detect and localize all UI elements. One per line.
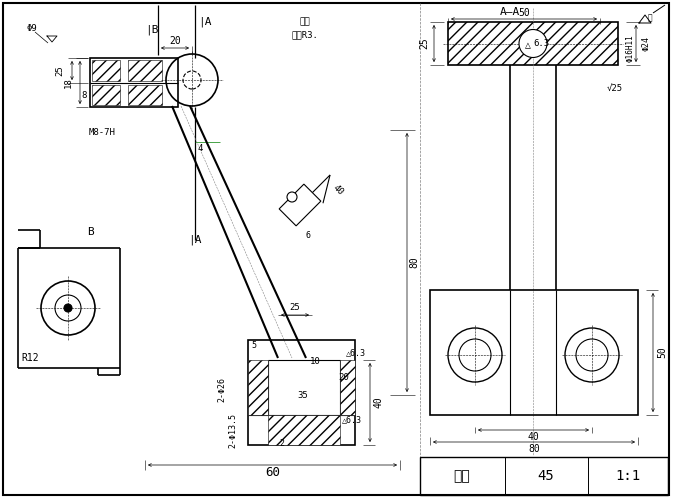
Text: 5: 5 xyxy=(252,340,256,349)
Bar xyxy=(92,85,120,105)
Bar xyxy=(448,22,618,65)
Text: △: △ xyxy=(525,40,531,50)
Circle shape xyxy=(64,304,72,312)
Text: 2-Φ26: 2-Φ26 xyxy=(217,378,227,403)
Text: R12: R12 xyxy=(21,353,39,363)
Text: M8-7H: M8-7H xyxy=(89,128,116,137)
Text: 80: 80 xyxy=(409,256,419,268)
Text: B: B xyxy=(87,227,94,237)
Text: 40: 40 xyxy=(374,397,384,408)
Bar xyxy=(248,360,268,415)
Text: 支架: 支架 xyxy=(454,469,470,483)
Text: |B: |B xyxy=(145,25,159,35)
Text: 50: 50 xyxy=(518,8,530,18)
Bar xyxy=(128,85,162,105)
Text: 45: 45 xyxy=(538,469,555,483)
Bar xyxy=(92,60,120,81)
Text: 材料: 材料 xyxy=(299,17,310,26)
Text: 25: 25 xyxy=(289,303,300,312)
Polygon shape xyxy=(279,184,321,226)
Text: 40: 40 xyxy=(331,183,345,197)
Bar xyxy=(430,290,638,415)
Text: 35: 35 xyxy=(297,391,308,400)
Text: Φ9: Φ9 xyxy=(27,23,38,32)
Bar xyxy=(248,340,355,445)
Text: △6.3: △6.3 xyxy=(346,348,366,357)
Text: 20: 20 xyxy=(339,373,349,383)
Text: |A: |A xyxy=(199,17,212,27)
Text: △6.3: △6.3 xyxy=(342,416,362,425)
Circle shape xyxy=(519,29,547,57)
Bar xyxy=(90,58,178,107)
Text: 80: 80 xyxy=(528,444,540,454)
Text: 4: 4 xyxy=(197,144,203,153)
Text: 25: 25 xyxy=(55,65,65,76)
Text: 2: 2 xyxy=(279,439,285,448)
Text: 10: 10 xyxy=(310,357,320,366)
Text: 6.3: 6.3 xyxy=(533,39,549,48)
Circle shape xyxy=(287,192,297,202)
Text: 40: 40 xyxy=(528,432,539,442)
Text: A—A: A—A xyxy=(500,7,520,17)
Text: 1:1: 1:1 xyxy=(615,469,641,483)
Bar xyxy=(128,60,162,81)
Text: 粗: 粗 xyxy=(647,13,652,22)
Text: 2-Φ13.5: 2-Φ13.5 xyxy=(229,413,238,448)
Text: 18: 18 xyxy=(63,77,73,88)
Text: 8: 8 xyxy=(81,90,87,99)
Text: 25: 25 xyxy=(419,37,429,49)
Text: 50: 50 xyxy=(657,347,667,358)
Text: |A: |A xyxy=(188,235,202,245)
Bar xyxy=(340,360,355,415)
Text: 20: 20 xyxy=(169,36,181,46)
Bar xyxy=(420,457,668,495)
Bar xyxy=(268,415,340,445)
Text: √25: √25 xyxy=(607,83,623,92)
Text: 表面R3.: 表面R3. xyxy=(291,30,318,39)
Text: Φ16H11: Φ16H11 xyxy=(625,34,635,62)
Text: 6: 6 xyxy=(306,231,310,240)
Text: 60: 60 xyxy=(265,467,280,480)
Text: Φ24: Φ24 xyxy=(641,36,651,51)
